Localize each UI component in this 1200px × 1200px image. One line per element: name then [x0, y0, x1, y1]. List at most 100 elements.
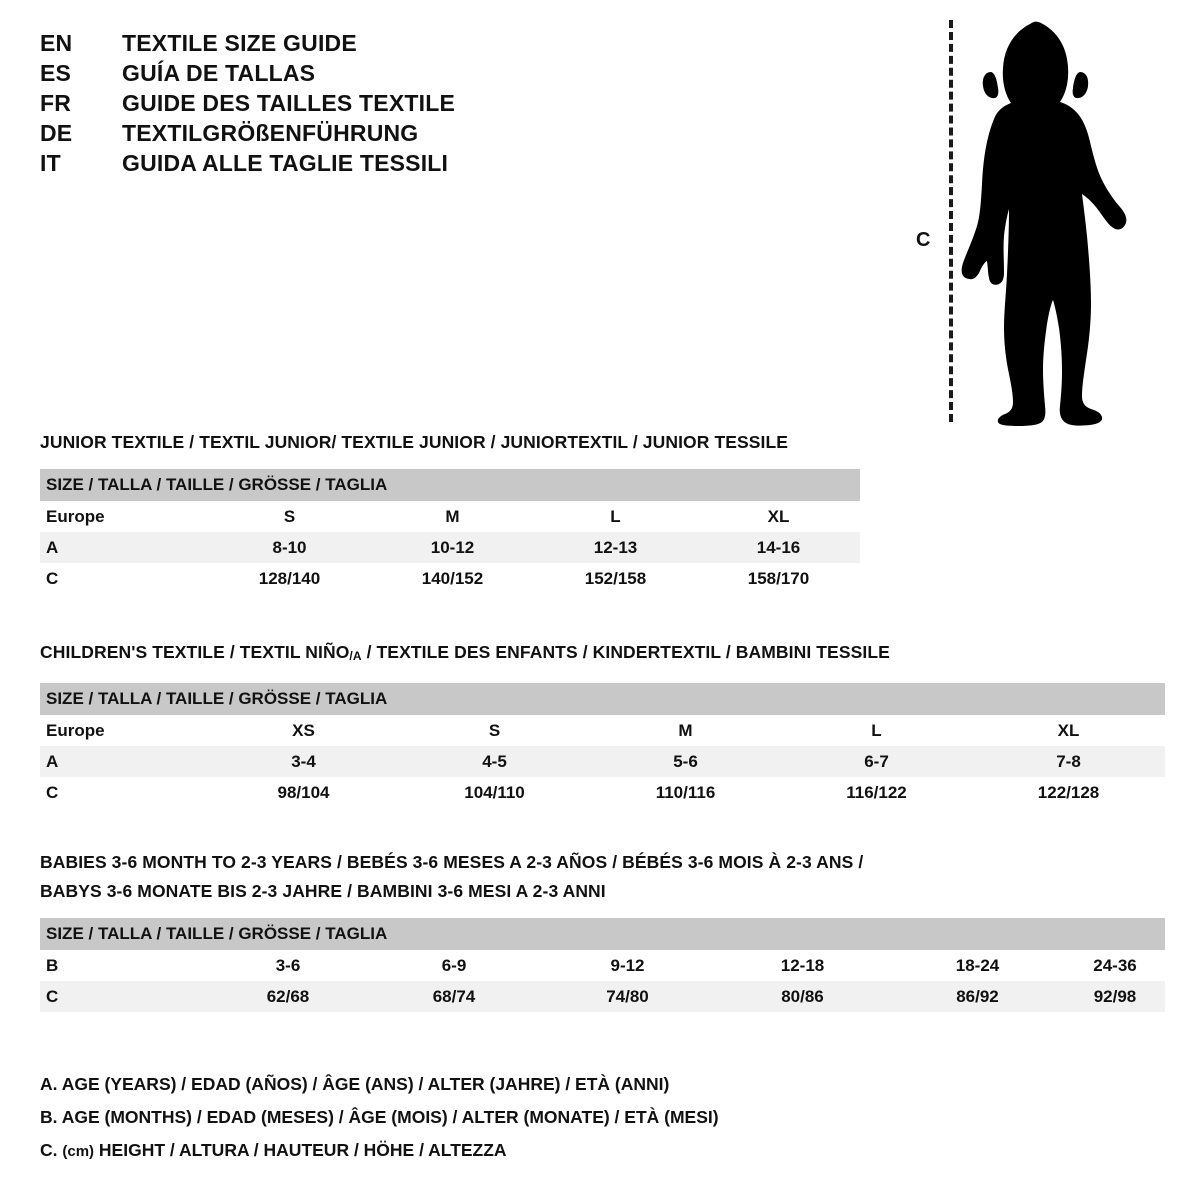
- table-row: B 3-6 6-9 9-12 12-18 18-24 24-36: [40, 950, 1165, 981]
- table-row: Europe XS S M L XL: [40, 715, 1166, 746]
- table-header-bar-row: SIZE / TALLA / TAILLE / GRÖSSE / TAGLIA: [40, 918, 1165, 950]
- table-row: A 3-4 4-5 5-6 6-7 7-8: [40, 746, 1166, 777]
- cell: 80/86: [715, 981, 890, 1012]
- cell: 10-12: [371, 532, 534, 563]
- section-junior-textile: JUNIOR TEXTILE / TEXTIL JUNIOR/ TEXTILE …: [40, 428, 860, 594]
- cell: 158/170: [697, 563, 860, 594]
- cell: 122/128: [972, 777, 1166, 808]
- cell: 8-10: [208, 532, 371, 563]
- children-size-table: SIZE / TALLA / TAILLE / GRÖSSE / TAGLIA …: [40, 683, 1166, 808]
- cell: 24-36: [1065, 950, 1165, 981]
- section-title-children-post: / TEXTILE DES ENFANTS / KINDERTEXTIL / B…: [361, 642, 890, 662]
- language-title-fr: GUIDE DES TAILLES TEXTILE: [122, 90, 455, 116]
- height-dashed-line: [949, 20, 953, 422]
- table-header-bar-row: SIZE / TALLA / TAILLE / GRÖSSE / TAGLIA: [40, 469, 860, 501]
- language-code-it: IT: [40, 150, 61, 176]
- size-bar-label-children: SIZE / TALLA / TAILLE / GRÖSSE / TAGLIA: [40, 683, 1166, 715]
- size-bar-label-babies: SIZE / TALLA / TAILLE / GRÖSSE / TAGLIA: [40, 918, 1165, 950]
- language-row-it: IT GUIDA ALLE TAGLIE TESSILI: [40, 150, 600, 180]
- cell: L: [534, 501, 697, 532]
- cell: 98/104: [208, 777, 399, 808]
- cell: XL: [697, 501, 860, 532]
- row-label: C: [40, 777, 208, 808]
- language-title-it: GUIDA ALLE TAGLIE TESSILI: [122, 150, 449, 176]
- language-code-fr: FR: [40, 90, 72, 116]
- child-silhouette-icon: [961, 21, 1127, 426]
- cell: 14-16: [697, 532, 860, 563]
- height-measurement-figure: C: [900, 8, 1150, 428]
- cell: 18-24: [890, 950, 1065, 981]
- cell: 7-8: [972, 746, 1166, 777]
- junior-size-table: SIZE / TALLA / TAILLE / GRÖSSE / TAGLIA …: [40, 469, 860, 594]
- cell: 140/152: [371, 563, 534, 594]
- cell: 74/80: [540, 981, 715, 1012]
- cell: 128/140: [208, 563, 371, 594]
- row-label: C: [40, 981, 208, 1012]
- size-bar-label-junior: SIZE / TALLA / TAILLE / GRÖSSE / TAGLIA: [40, 469, 860, 501]
- cell: 6-9: [368, 950, 540, 981]
- height-axis-label-c: C: [916, 229, 931, 251]
- section-title-babies-line1: BABIES 3-6 MONTH TO 2-3 YEARS / BEBÉS 3-…: [40, 852, 864, 872]
- language-row-en: EN TEXTILE SIZE GUIDE: [40, 30, 600, 60]
- cell: S: [399, 715, 590, 746]
- row-label: Europe: [40, 501, 208, 532]
- row-label: B: [40, 950, 208, 981]
- row-label: A: [40, 746, 208, 777]
- cell: 3-6: [208, 950, 368, 981]
- cell: 12-18: [715, 950, 890, 981]
- cell: 110/116: [590, 777, 781, 808]
- language-title-es: GUÍA DE TALLAS: [122, 60, 316, 86]
- cell: 92/98: [1065, 981, 1165, 1012]
- cell: 86/92: [890, 981, 1065, 1012]
- babies-size-table: SIZE / TALLA / TAILLE / GRÖSSE / TAGLIA …: [40, 918, 1165, 1012]
- cell: S: [208, 501, 371, 532]
- legend-line-c-prefix: C.: [40, 1140, 63, 1160]
- section-childrens-textile: CHILDREN'S TEXTILE / TEXTIL NIÑO/A / TEX…: [40, 638, 1166, 808]
- cell: 12-13: [534, 532, 697, 563]
- language-code-en: EN: [40, 30, 73, 56]
- row-label: A: [40, 532, 208, 563]
- table-row: C 98/104 104/110 110/116 116/122 122/128: [40, 777, 1166, 808]
- section-title-babies-line2: BABYS 3-6 MONATE BIS 2-3 JAHRE / BAMBINI…: [40, 881, 606, 901]
- cell: 6-7: [781, 746, 972, 777]
- legend-line-c-text: HEIGHT / ALTURA / HAUTEUR / HÖHE / ALTEZ…: [94, 1140, 507, 1160]
- cell: XL: [972, 715, 1166, 746]
- language-title-de: TEXTILGRÖßENFÜHRUNG: [122, 120, 419, 146]
- cell: M: [371, 501, 534, 532]
- legend-line-c-unit: (cm): [62, 1143, 95, 1160]
- table-row: C 62/68 68/74 74/80 80/86 86/92 92/98: [40, 981, 1165, 1012]
- table-row: C 128/140 140/152 152/158 158/170: [40, 563, 860, 594]
- language-row-es: ES GUÍA DE TALLAS: [40, 60, 600, 90]
- cell: 4-5: [399, 746, 590, 777]
- language-header-block: EN TEXTILE SIZE GUIDE ES GUÍA DE TALLAS …: [40, 30, 600, 180]
- cell: 116/122: [781, 777, 972, 808]
- cell: 5-6: [590, 746, 781, 777]
- row-label: C: [40, 563, 208, 594]
- cell: M: [590, 715, 781, 746]
- section-title-children-pre: CHILDREN'S TEXTILE / TEXTIL NIÑO: [40, 642, 350, 662]
- cell: L: [781, 715, 972, 746]
- language-title-en: TEXTILE SIZE GUIDE: [122, 30, 357, 56]
- language-row-de: DE TEXTILGRÖßENFÜHRUNG: [40, 120, 600, 150]
- legend-block: A. AGE (YEARS) / EDAD (AÑOS) / ÂGE (ANS)…: [40, 1068, 1040, 1168]
- section-title-junior: JUNIOR TEXTILE / TEXTIL JUNIOR/ TEXTILE …: [40, 432, 789, 452]
- legend-line-c: C. (cm) HEIGHT / ALTURA / HAUTEUR / HÖHE…: [40, 1134, 1040, 1168]
- cell: 9-12: [540, 950, 715, 981]
- language-row-fr: FR GUIDE DES TAILLES TEXTILE: [40, 90, 600, 120]
- legend-line-a: A. AGE (YEARS) / EDAD (AÑOS) / ÂGE (ANS)…: [40, 1074, 670, 1094]
- section-title-children-sub: /A: [349, 649, 362, 663]
- cell: 3-4: [208, 746, 399, 777]
- language-code-es: ES: [40, 60, 72, 86]
- cell: XS: [208, 715, 399, 746]
- table-row: Europe S M L XL: [40, 501, 860, 532]
- section-title-children: CHILDREN'S TEXTILE / TEXTIL NIÑO/A / TEX…: [40, 638, 1165, 671]
- cell: 104/110: [399, 777, 590, 808]
- section-babies-textile: BABIES 3-6 MONTH TO 2-3 YEARS / BEBÉS 3-…: [40, 848, 1165, 1012]
- legend-line-b: B. AGE (MONTHS) / EDAD (MESES) / ÂGE (MO…: [40, 1107, 719, 1127]
- cell: 152/158: [534, 563, 697, 594]
- row-label: Europe: [40, 715, 208, 746]
- language-code-de: DE: [40, 120, 73, 146]
- table-header-bar-row: SIZE / TALLA / TAILLE / GRÖSSE / TAGLIA: [40, 683, 1166, 715]
- cell: 68/74: [368, 981, 540, 1012]
- cell: 62/68: [208, 981, 368, 1012]
